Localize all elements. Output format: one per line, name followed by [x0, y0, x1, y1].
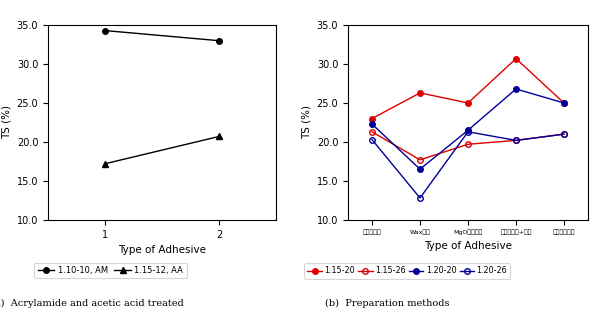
1.20-26	[416, 196, 424, 200]
Line: 1.10-10, AM: 1.10-10, AM	[102, 28, 222, 43]
1.20-20	[416, 167, 424, 171]
Line: 1.15-20: 1.15-20	[369, 56, 567, 121]
1.15-26	[512, 138, 520, 142]
1.20-20	[368, 122, 376, 126]
Legend: 1.10-10, AM, 1.15-12, AA: 1.10-10, AM, 1.15-12, AA	[34, 263, 187, 279]
Line: 1.20-26: 1.20-26	[369, 129, 567, 201]
1.15-26	[368, 130, 376, 134]
1.20-26	[464, 130, 472, 134]
1.15-20	[512, 57, 520, 61]
1.10-10, AM	[215, 39, 223, 43]
1.20-20	[560, 101, 568, 105]
X-axis label: Type of Adhesive: Type of Adhesive	[118, 245, 206, 255]
1.10-10, AM	[101, 29, 109, 32]
1.15-12, AA	[215, 135, 223, 138]
Y-axis label: TS (%): TS (%)	[1, 106, 11, 139]
1.15-26	[416, 158, 424, 162]
1.15-26	[464, 142, 472, 146]
1.20-26	[560, 132, 568, 136]
Line: 1.15-12, AA: 1.15-12, AA	[102, 134, 222, 166]
Line: 1.15-26: 1.15-26	[369, 129, 567, 163]
Text: (a)  Acrylamide and acetic acid treated: (a) Acrylamide and acetic acid treated	[0, 299, 184, 308]
1.15-12, AA	[101, 162, 109, 165]
X-axis label: Type of Adhesive: Type of Adhesive	[424, 241, 512, 251]
Text: (b)  Preparation methods: (b) Preparation methods	[325, 299, 449, 308]
1.15-26	[560, 132, 568, 136]
1.15-20	[368, 117, 376, 121]
1.15-20	[560, 101, 568, 105]
Y-axis label: TS (%): TS (%)	[301, 106, 311, 139]
1.20-26	[368, 138, 376, 142]
1.15-20	[416, 91, 424, 95]
1.20-20	[512, 87, 520, 91]
1.20-20	[464, 128, 472, 132]
Legend: 1.15-20, 1.15-26, 1.20-20, 1.20-26: 1.15-20, 1.15-26, 1.20-20, 1.20-26	[304, 263, 511, 279]
1.15-20	[464, 101, 472, 105]
1.20-26	[512, 138, 520, 142]
Line: 1.20-20: 1.20-20	[369, 86, 567, 172]
